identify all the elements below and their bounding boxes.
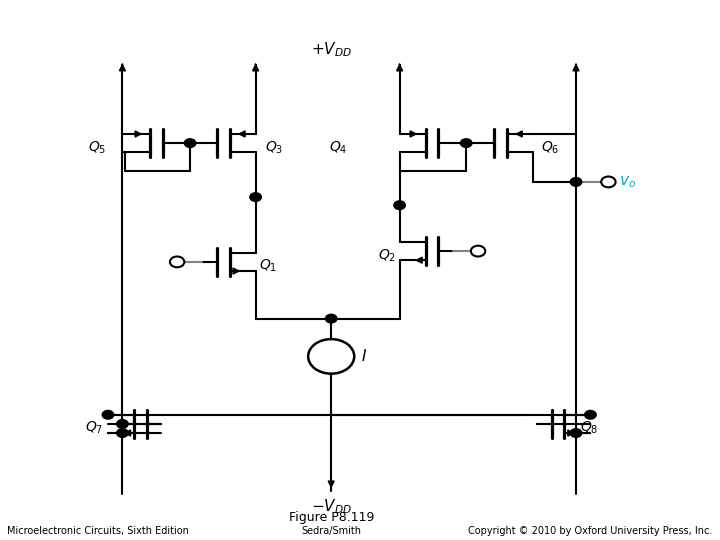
Text: $v_o$: $v_o$	[619, 174, 636, 190]
Circle shape	[570, 178, 582, 186]
Text: Figure P8.119: Figure P8.119	[289, 511, 374, 524]
Text: $Q_6$: $Q_6$	[541, 139, 560, 156]
Text: Microelectronic Circuits, Sixth Edition: Microelectronic Circuits, Sixth Edition	[7, 525, 189, 536]
Text: Sedra/Smith: Sedra/Smith	[301, 525, 361, 536]
Circle shape	[117, 429, 128, 437]
Circle shape	[250, 193, 261, 201]
Circle shape	[471, 246, 485, 256]
Text: $Q_4$: $Q_4$	[328, 139, 347, 156]
Text: $Q_8$: $Q_8$	[580, 420, 598, 436]
Circle shape	[325, 314, 337, 323]
Circle shape	[461, 139, 472, 147]
Circle shape	[308, 339, 354, 374]
Text: Copyright © 2010 by Oxford University Press, Inc.: Copyright © 2010 by Oxford University Pr…	[469, 525, 713, 536]
Circle shape	[184, 139, 196, 147]
Circle shape	[170, 256, 184, 267]
Text: $Q_2$: $Q_2$	[378, 247, 396, 264]
Circle shape	[585, 410, 596, 419]
Text: $Q_5$: $Q_5$	[89, 139, 107, 156]
Text: $Q_3$: $Q_3$	[265, 139, 283, 156]
Circle shape	[117, 420, 128, 428]
Circle shape	[601, 177, 616, 187]
Circle shape	[570, 429, 582, 437]
Text: $Q_7$: $Q_7$	[85, 420, 103, 436]
Circle shape	[102, 410, 114, 419]
Circle shape	[394, 201, 405, 210]
Text: $Q_1$: $Q_1$	[259, 258, 277, 274]
Text: $-V_{DD}$: $-V_{DD}$	[310, 497, 352, 516]
Text: $I$: $I$	[361, 348, 367, 364]
Text: $+V_{DD}$: $+V_{DD}$	[310, 40, 352, 59]
